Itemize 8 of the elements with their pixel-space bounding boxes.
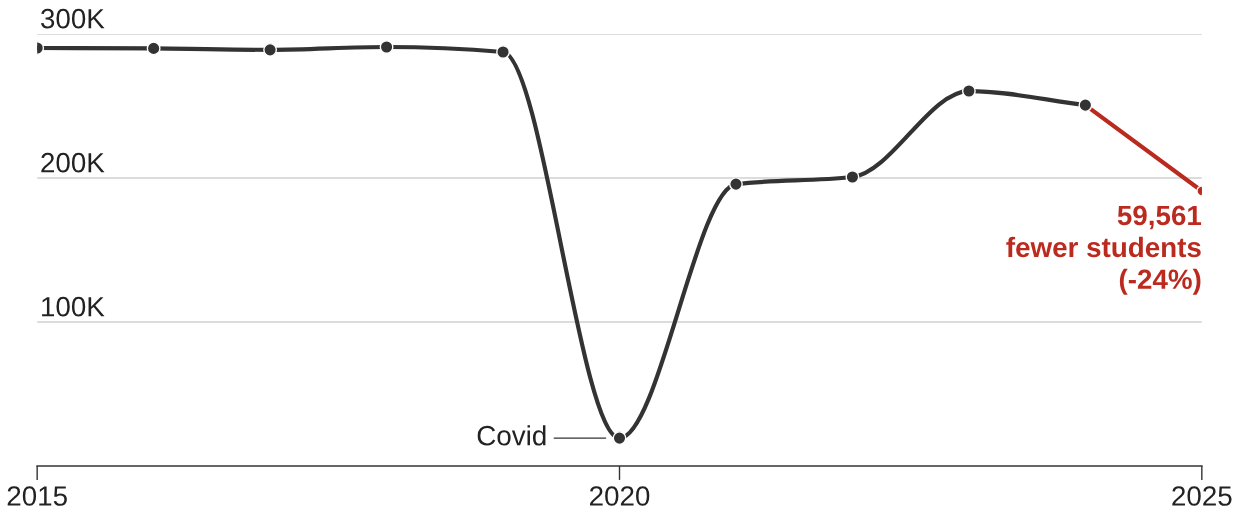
x-tick-label: 2025: [1172, 486, 1232, 506]
annotation: 59,561 fewer students (-24%): [1006, 205, 1202, 295]
y-tick-label: 300K: [41, 8, 105, 29]
y-tick-label: 200K: [41, 152, 105, 173]
y-tick-label: 100K: [42, 296, 105, 317]
annotation: Covid: [477, 425, 546, 446]
x-tick-label: 2020: [590, 486, 650, 506]
x-tick-label: 2015: [7, 486, 67, 506]
